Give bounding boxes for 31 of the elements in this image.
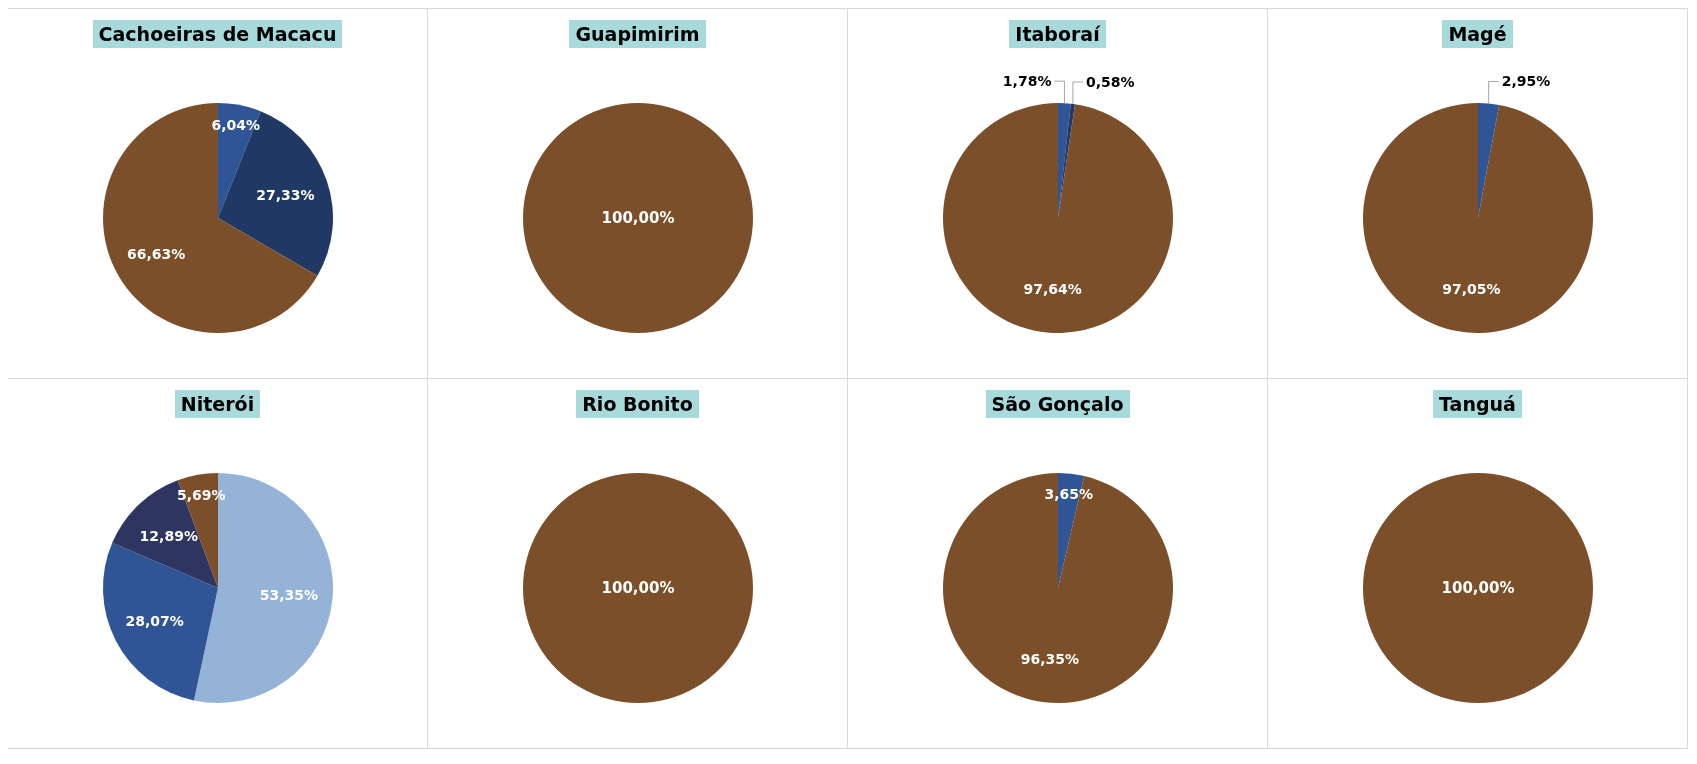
- chart-title: Niterói: [174, 389, 261, 418]
- data-label: 97,05%: [1441, 280, 1501, 297]
- data-label: 0,58%: [1085, 73, 1134, 90]
- data-label: 100,00%: [601, 209, 674, 227]
- chart-title: Itaboraí: [1009, 19, 1106, 48]
- pie-slice: [1362, 103, 1593, 333]
- data-label: 6,04%: [211, 117, 260, 134]
- chart-title: São Gonçalo: [985, 389, 1130, 418]
- chart-title: Rio Bonito: [576, 389, 699, 418]
- pie-slice: [1477, 103, 1499, 218]
- data-label: 1,78%: [1002, 73, 1051, 90]
- data-label: 3,65%: [1044, 486, 1093, 503]
- pie-slice: [102, 103, 317, 333]
- pie-slice: [942, 103, 1173, 333]
- data-label: 53,35%: [259, 587, 318, 604]
- data-label: 27,33%: [255, 186, 315, 203]
- data-label: 100,00%: [1441, 579, 1514, 597]
- pie-slice: [942, 473, 1173, 703]
- data-label: 97,64%: [1023, 281, 1082, 298]
- pie-slice: [102, 542, 218, 701]
- data-label: 2,95%: [1501, 73, 1550, 90]
- data-label: 12,89%: [139, 528, 198, 545]
- data-label: 96,35%: [1020, 650, 1079, 667]
- chart-title: Guapimirim: [569, 19, 706, 48]
- data-label: 100,00%: [601, 579, 674, 597]
- pie-slice: [1057, 103, 1075, 218]
- chart-title: Cachoeiras de Macacu: [92, 19, 343, 48]
- chart-title: Magé: [1442, 19, 1513, 48]
- data-label: 66,63%: [126, 245, 185, 262]
- data-label: 28,07%: [125, 612, 184, 629]
- chart-title: Tanguá: [1433, 389, 1522, 418]
